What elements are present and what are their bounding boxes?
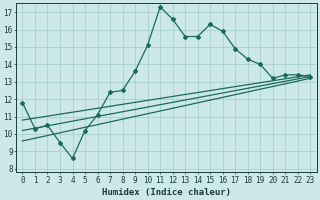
X-axis label: Humidex (Indice chaleur): Humidex (Indice chaleur)	[102, 188, 231, 197]
